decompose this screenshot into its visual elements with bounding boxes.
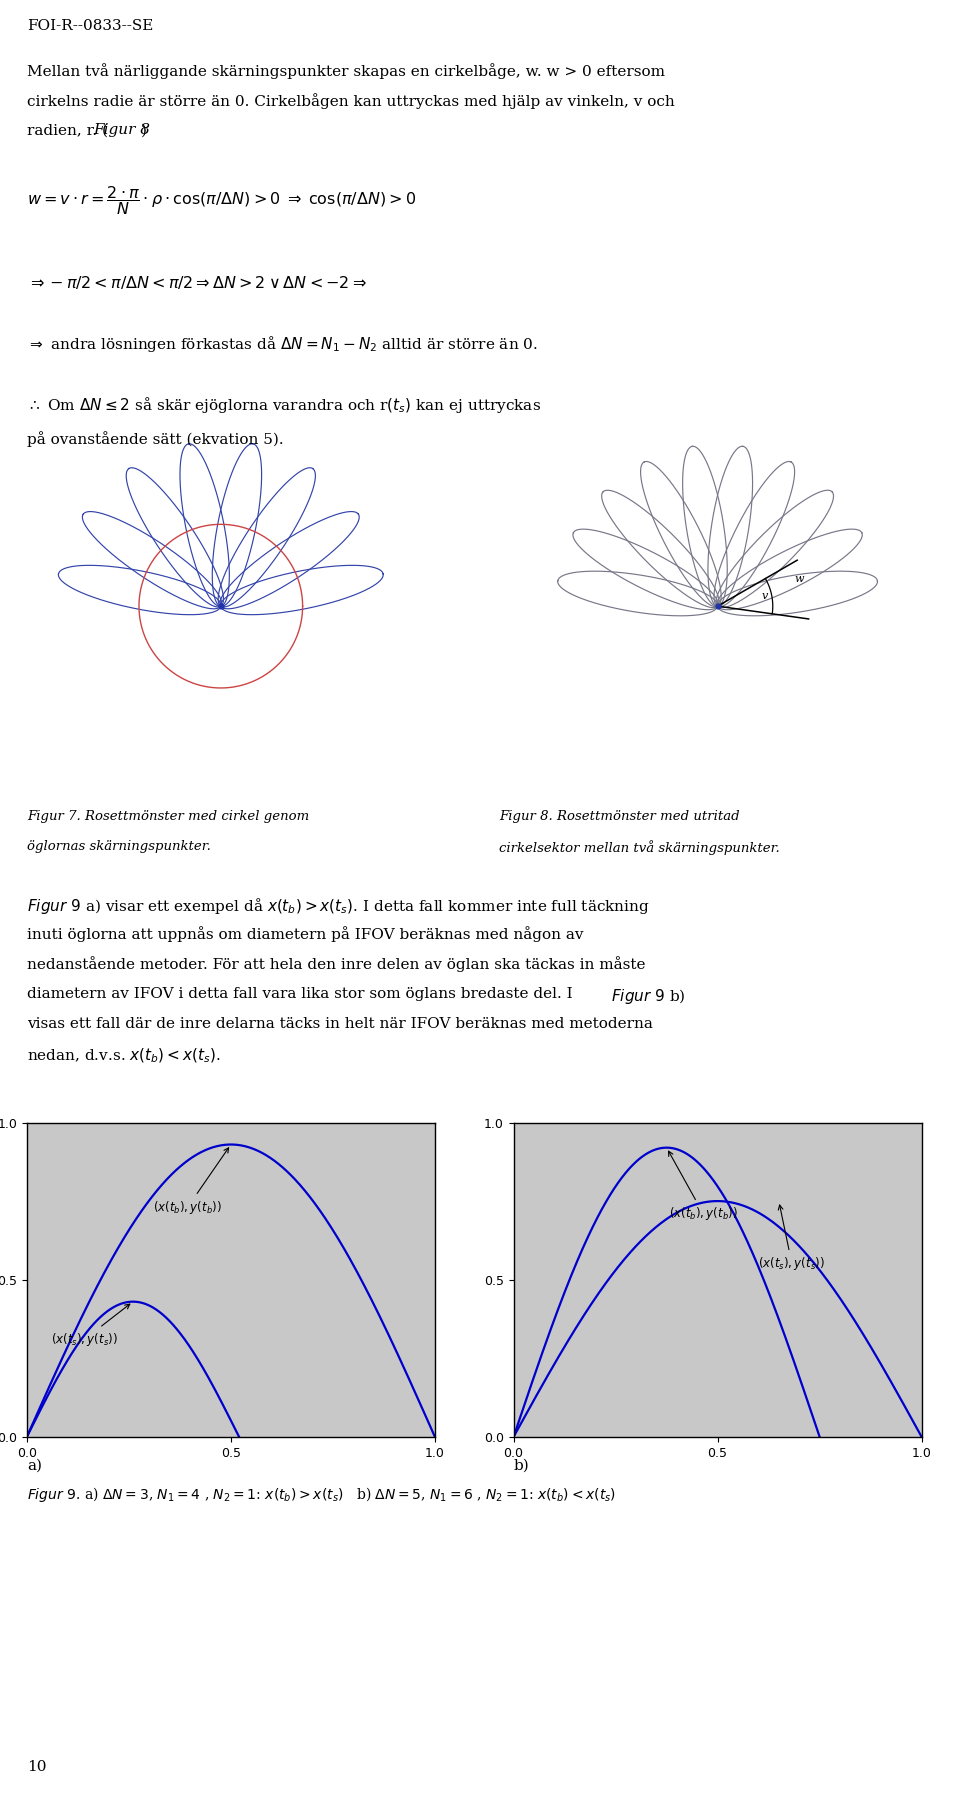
Text: nedanstående metoder. För att hela den inre delen av öglan ska täckas in måste: nedanstående metoder. För att hela den i… [27, 957, 645, 972]
Text: $\Rightarrow -\pi / 2 < \pi / \Delta N < \pi / 2\Rightarrow \Delta N > 2 \vee \D: $\Rightarrow -\pi / 2 < \pi / \Delta N <… [27, 275, 367, 291]
Text: $w = v \cdot r = \dfrac{2 \cdot \pi}{N} \cdot \rho \cdot \cos(\pi / \Delta N) > : $w = v \cdot r = \dfrac{2 \cdot \pi}{N} … [27, 183, 416, 217]
Text: cirkelns radie är större än 0. Cirkelbågen kan uttryckas med hjälp av vinkeln, v: cirkelns radie är större än 0. Cirkelbåg… [27, 93, 675, 110]
Text: cirkelsektor mellan två skärningspunkter.: cirkelsektor mellan två skärningspunkter… [499, 841, 780, 855]
Text: Figur 8: Figur 8 [93, 124, 150, 136]
Text: öglornas skärningspunkter.: öglornas skärningspunkter. [27, 841, 211, 853]
Text: nedan, d.v.s. $x(t_b)<x(t_s)$.: nedan, d.v.s. $x(t_b)<x(t_s)$. [27, 1047, 221, 1065]
Text: $\mathit{Figur\ 9}$ a) visar ett exempel då $x(t_b)>x(t_s)$. I detta fall kommer: $\mathit{Figur\ 9}$ a) visar ett exempel… [27, 896, 650, 916]
Text: w: w [795, 575, 804, 584]
Text: $(x(t_s),y(t_s))$: $(x(t_s),y(t_s))$ [52, 1304, 130, 1347]
Text: $\mathit{Figur\ 9}$ b): $\mathit{Figur\ 9}$ b) [611, 986, 685, 1006]
Text: $(x(t_b),y(t_b))$: $(x(t_b),y(t_b))$ [154, 1148, 228, 1216]
Text: $\Rightarrow$ andra lösningen förkastas då $\Delta N = N_1 - N_2$ alltid är stör: $\Rightarrow$ andra lösningen förkastas … [27, 334, 538, 354]
Text: a): a) [27, 1458, 42, 1473]
Text: b): b) [514, 1458, 529, 1473]
Text: ): ) [141, 124, 147, 136]
Text: Figur 8. Rosettmönster med utritad: Figur 8. Rosettmönster med utritad [499, 810, 740, 823]
Text: Mellan två närliggande skärningspunkter skapas en cirkelbåge, w. w > 0 eftersom: Mellan två närliggande skärningspunkter … [27, 63, 665, 79]
Text: diametern av IFOV i detta fall vara lika stor som öglans bredaste del. I: diametern av IFOV i detta fall vara lika… [27, 986, 577, 1000]
Text: Figur 7. Rosettmönster med cirkel genom: Figur 7. Rosettmönster med cirkel genom [27, 810, 309, 823]
Text: visas ett fall där de inre delarna täcks in helt när IFOV beräknas med metoderna: visas ett fall där de inre delarna täcks… [27, 1017, 653, 1031]
Text: radien, r. (: radien, r. ( [27, 124, 108, 136]
Text: v: v [761, 591, 768, 602]
Text: 10: 10 [27, 1760, 46, 1774]
Text: inuti öglorna att uppnås om diametern på IFOV beräknas med någon av: inuti öglorna att uppnås om diametern på… [27, 927, 584, 943]
Text: $(x(t_s),y(t_s))$: $(x(t_s),y(t_s))$ [758, 1205, 826, 1272]
Text: FOI-R--0833--SE: FOI-R--0833--SE [27, 20, 154, 32]
Text: $(x(t_b),y(t_b))$: $(x(t_b),y(t_b))$ [668, 1151, 737, 1221]
Text: på ovanstående sätt (ekvation 5).: på ovanstående sätt (ekvation 5). [27, 431, 283, 447]
Text: $\therefore$ Om $\Delta N \leq 2$ så skär ejöglorna varandra och r$(t_s)$ kan ej: $\therefore$ Om $\Delta N \leq 2$ så skä… [27, 395, 540, 415]
Text: $\mathit{Figur\ 9}$. a) $\Delta N=3$, $N_1=4$ , $N_2=1$: $x(t_b)>x(t_s)$   b) $\: $\mathit{Figur\ 9}$. a) $\Delta N=3$, $N… [27, 1485, 616, 1505]
